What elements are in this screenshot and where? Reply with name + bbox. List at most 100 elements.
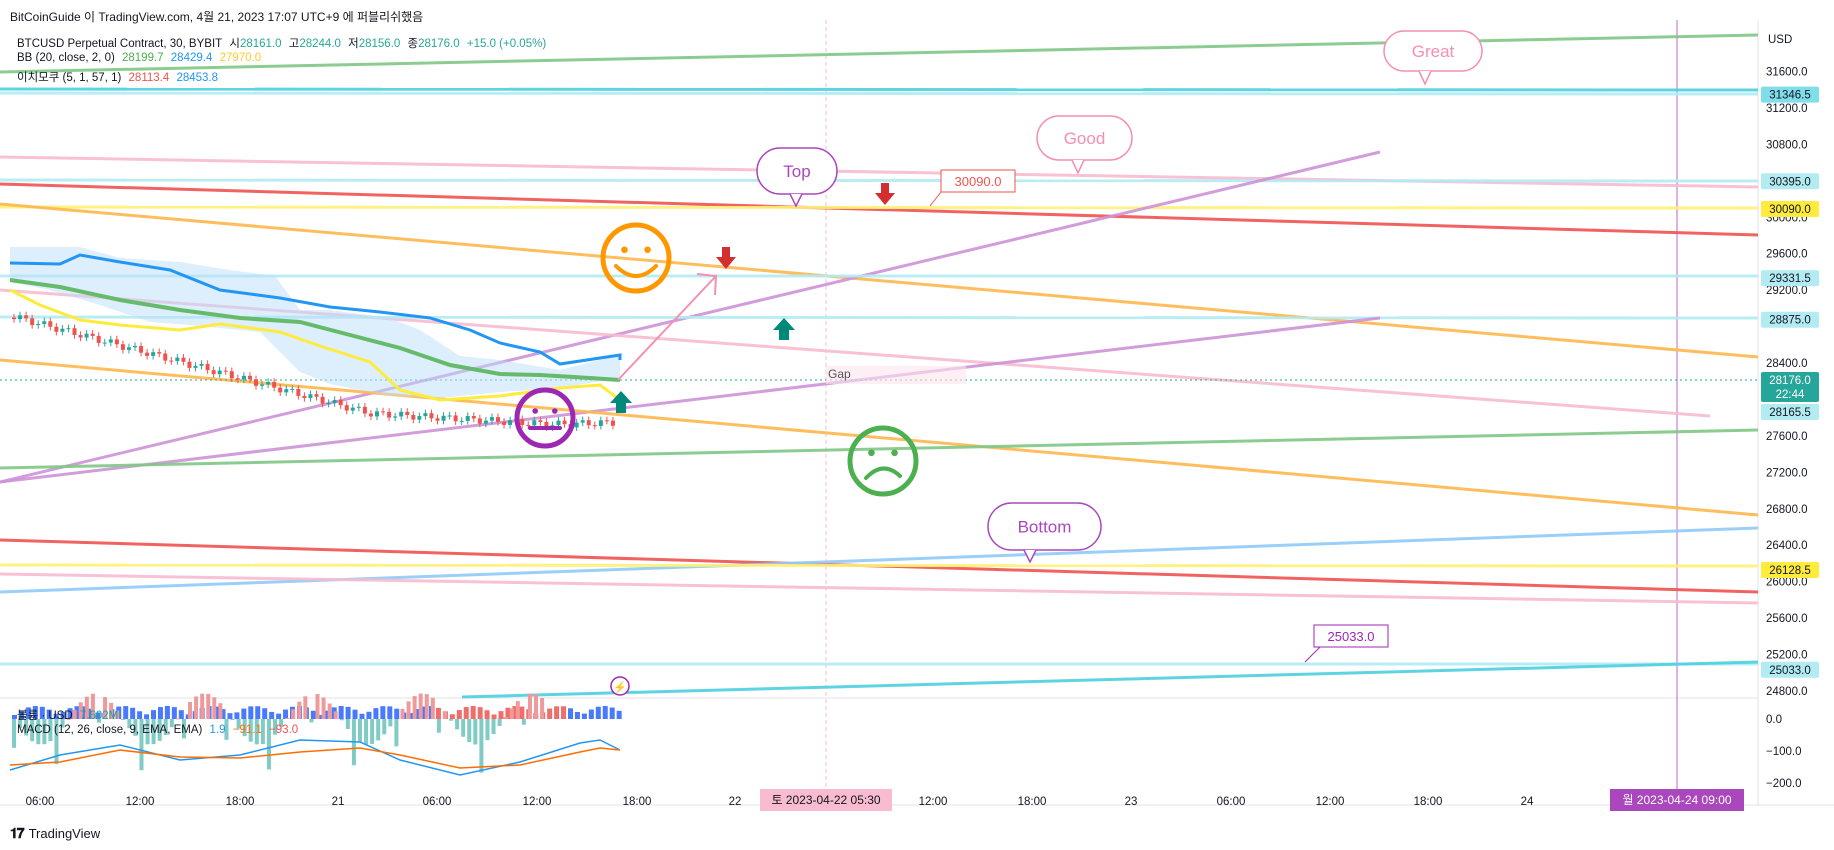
high-value: 28244.0 <box>299 38 341 50</box>
macd-histogram-bar <box>121 719 126 720</box>
macd-histogram-bar <box>242 719 247 737</box>
macd-histogram-bar <box>370 719 375 744</box>
tradingview-watermark[interactable]: 𝟏𝟕 TradingView <box>10 825 101 841</box>
happy-face-icon-eye <box>644 246 651 254</box>
alert-icon-glyph: ⚡ <box>613 681 627 694</box>
candle-body <box>272 381 277 388</box>
candle-body <box>126 347 131 350</box>
neutral-face-icon-eye <box>552 408 558 414</box>
macd-histogram-bar <box>449 719 454 721</box>
candle-body <box>580 420 585 423</box>
candle-body <box>562 420 567 425</box>
volume-bar <box>387 706 393 719</box>
volume-bar <box>283 709 289 719</box>
volume-bar <box>60 711 66 719</box>
macd-histogram-bar <box>78 702 83 719</box>
candle-body <box>338 400 343 406</box>
price-axis-label <box>1761 311 1819 328</box>
ichimoku-legend[interactable]: 이치모쿠 (5, 1, 57, 1) 28113.4 28453.8 <box>17 72 219 84</box>
macd-tick-label: 0.0 <box>1766 714 1782 726</box>
macd-histogram-bar <box>515 701 520 719</box>
macd-histogram-bar <box>467 719 472 743</box>
macd-histogram-bar <box>175 718 180 720</box>
candle-body <box>266 381 271 385</box>
volume-bar <box>394 708 400 719</box>
macd-histogram-bar <box>497 719 502 726</box>
unsure-face-icon-eye <box>868 449 875 457</box>
volume-bar <box>380 706 386 719</box>
happy-face-icon-mouth <box>614 264 658 278</box>
macd-histogram-bar <box>388 719 393 727</box>
candle-body <box>356 406 361 408</box>
volume-bar <box>74 706 80 719</box>
macd-histogram-bar <box>376 719 381 741</box>
candle-body <box>368 413 373 417</box>
volume-bar <box>144 714 150 719</box>
candle-body <box>235 378 240 380</box>
down-arrow-icon <box>875 183 895 205</box>
bb-lower-value: 27970.0 <box>219 52 262 64</box>
price-axis-label-text: 30090.0 <box>1769 204 1811 216</box>
open-value: 28161.0 <box>239 38 282 50</box>
volume-bar <box>408 712 414 719</box>
macd-histogram-bar <box>194 696 199 719</box>
candle-body <box>344 405 349 411</box>
candle-body <box>302 395 307 399</box>
unsure-face-icon-mouth <box>864 466 902 480</box>
candle-body <box>381 411 386 413</box>
candle-body <box>199 363 204 366</box>
volume-bar <box>345 706 351 719</box>
candle-body <box>102 342 107 344</box>
macd-histogram-bar <box>273 719 278 735</box>
macd-legend[interactable]: MACD (12, 26, close, 9, EMA, EMA) 1.9 −9… <box>17 724 299 736</box>
candle-body <box>296 388 301 396</box>
macd-histogram-bar <box>406 701 411 719</box>
volume-bar <box>519 706 525 719</box>
candle-body <box>229 371 234 379</box>
macd-histogram-bar <box>42 719 47 745</box>
price-tick-label: 24800.0 <box>1766 686 1808 698</box>
candle-body <box>260 384 265 386</box>
macd-histogram-bar <box>127 719 132 729</box>
time-tick-label: 24 <box>1521 796 1534 808</box>
candle-body <box>556 420 561 426</box>
candle-body <box>610 420 615 426</box>
bb-legend[interactable]: BB (20, close, 2, 0) 28199.7 28429.4 279… <box>17 52 262 64</box>
macd-histogram-bar <box>212 697 217 719</box>
symbol-legend: BTCUSD Perpetual Contract, 30, BYBIT 시28… <box>17 38 547 50</box>
macd-histogram-bar <box>455 719 460 730</box>
candle-body <box>181 357 186 362</box>
macd-histogram-bar <box>30 719 35 742</box>
candle-body <box>78 335 83 338</box>
candle-body <box>72 328 77 336</box>
volume-bar <box>67 708 73 719</box>
macd-histogram-bar <box>90 693 95 719</box>
price-tick-label: 29200.0 <box>1766 285 1808 297</box>
macd-histogram-bar <box>115 710 120 719</box>
volume-bar <box>317 714 323 719</box>
macd-histogram-bar <box>382 719 387 735</box>
candle-body <box>241 375 246 380</box>
macd-histogram-bar <box>206 693 211 719</box>
volume-bar <box>12 715 17 719</box>
candle-body <box>30 318 35 326</box>
volume-bar <box>561 706 567 719</box>
candle-body <box>145 352 150 356</box>
volume-bar <box>130 707 136 719</box>
macd-histogram-bar <box>218 703 223 719</box>
volume-value: 7.602M <box>79 710 119 722</box>
macd-histogram-bar <box>285 717 290 719</box>
projection-arrow-line <box>617 275 717 381</box>
price-axis-label <box>1761 404 1819 420</box>
volume-legend[interactable]: 볼륨 · USD 7.602M <box>17 710 119 722</box>
symbol-name[interactable]: BTCUSD Perpetual Contract, 30, BYBIT <box>17 38 223 50</box>
volume-bar <box>449 714 455 719</box>
macd-histogram-bar <box>84 696 89 719</box>
candle-body <box>399 411 404 417</box>
macd-histogram-bar <box>309 719 314 723</box>
time-tick-label: 18:00 <box>623 796 652 808</box>
candle-body <box>598 420 603 426</box>
volume-bar <box>373 708 379 719</box>
time-tick-label: 12:00 <box>126 796 155 808</box>
